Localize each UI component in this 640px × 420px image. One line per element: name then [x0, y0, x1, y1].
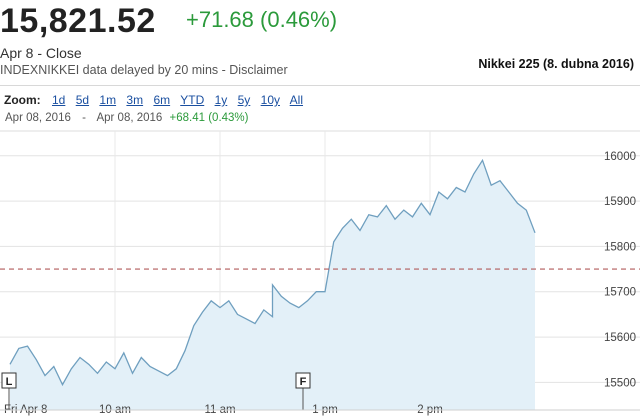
- zoom-6m[interactable]: 6m: [153, 93, 171, 107]
- y-tick-label: 16000: [604, 151, 636, 163]
- zoom-5d[interactable]: 5d: [75, 93, 90, 107]
- zoom-1y[interactable]: 1y: [214, 93, 228, 107]
- data-disclaimer[interactable]: INDEXNIKKEI data delayed by 20 mins - Di…: [0, 63, 288, 77]
- zoom-1m[interactable]: 1m: [99, 93, 117, 107]
- date-range-row: Apr 08, 2016 - Apr 08, 2016 +68.41 (0.43…: [5, 112, 249, 124]
- y-tick-label: 15700: [604, 287, 636, 299]
- header-divider: [0, 85, 640, 86]
- chart-area: [9, 158, 536, 410]
- y-tick-label: 15800: [604, 241, 636, 253]
- y-tick-label: 15900: [604, 196, 636, 208]
- zoom-5y[interactable]: 5y: [237, 93, 251, 107]
- range-to-date[interactable]: Apr 08, 2016: [96, 112, 163, 124]
- marker-label: L: [6, 376, 13, 388]
- zoom-1d[interactable]: 1d: [52, 93, 66, 107]
- zoom-all[interactable]: All: [289, 93, 304, 107]
- y-tick-label: 15600: [604, 332, 636, 344]
- range-change: +68.41 (0.43%): [169, 112, 249, 124]
- marker-flag: [295, 372, 311, 389]
- close-date: Apr 8 - Close: [0, 45, 82, 61]
- y-tick-label: 15500: [604, 377, 636, 389]
- zoom-label: Zoom:: [4, 93, 41, 107]
- range-from-date[interactable]: Apr 08, 2016: [5, 112, 71, 124]
- zoom-10y[interactable]: 10y: [260, 93, 280, 107]
- zoom-ytd[interactable]: YTD: [180, 93, 205, 107]
- zoom-3m[interactable]: 3m: [126, 93, 144, 107]
- chart-caption: Nikkei 225 (8. dubna 2016): [478, 57, 634, 71]
- range-dash: -: [82, 112, 86, 124]
- marker-label: F: [300, 376, 307, 388]
- price-line: [9, 158, 536, 387]
- price-change: +71.68 (0.46%): [186, 7, 338, 32]
- marker-flag: [1, 372, 17, 389]
- index-price: 15,821.52: [0, 2, 156, 40]
- zoom-bar: Zoom: 1d 5d 1m 3m 6m YTD 1y 5y 10y All: [4, 93, 310, 107]
